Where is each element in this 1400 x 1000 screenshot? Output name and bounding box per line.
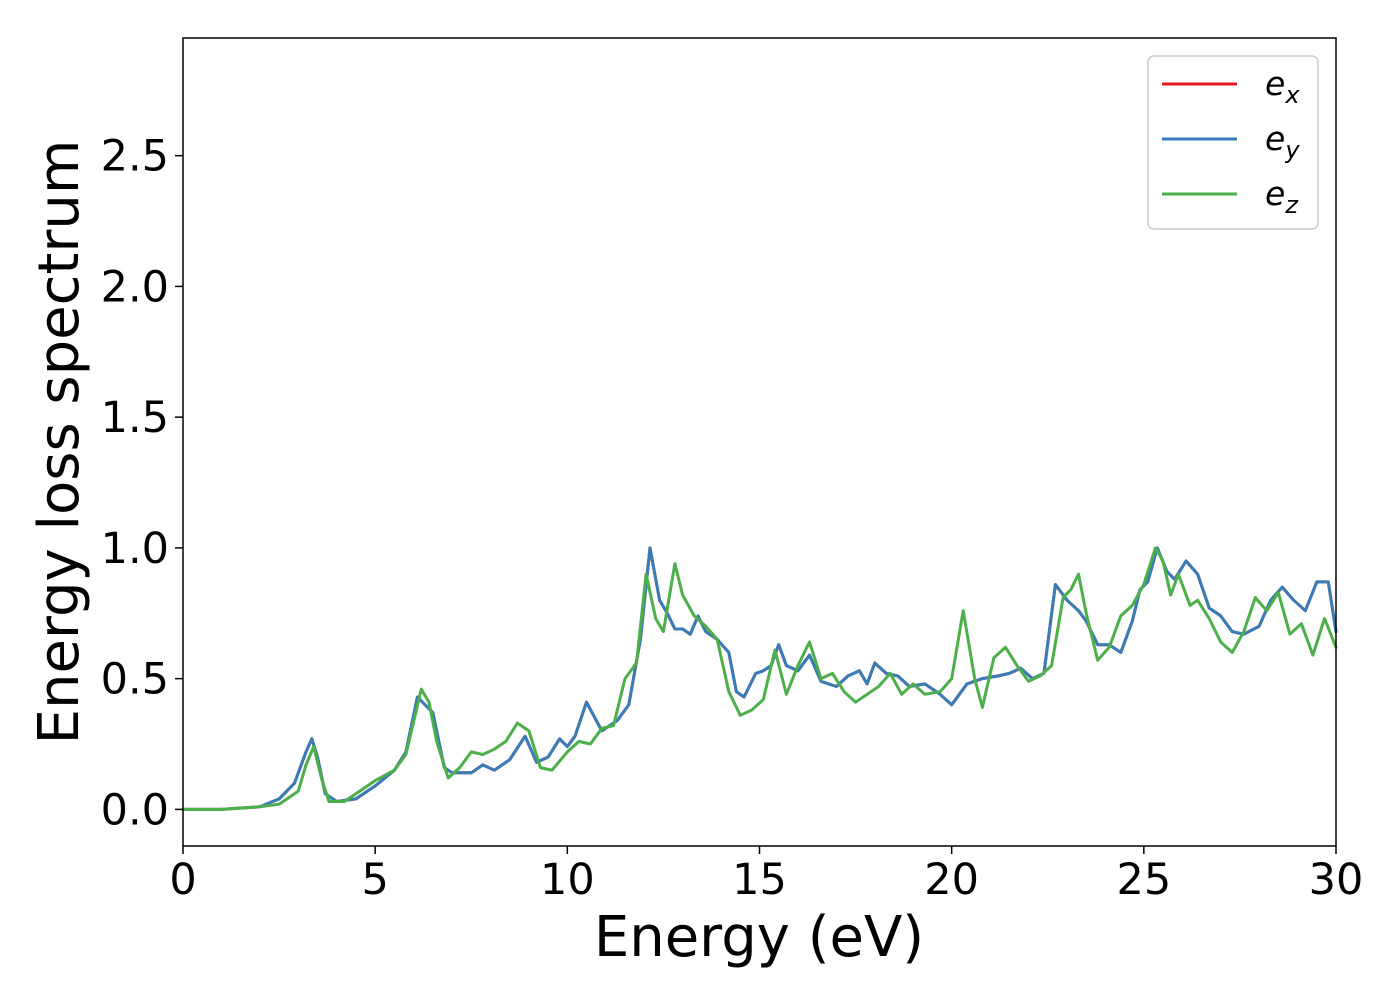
x-tick-label: 25: [1116, 855, 1171, 905]
legend-label-z: ez: [1265, 174, 1299, 219]
legend-box: [1147, 55, 1319, 230]
y-tick-label: 1.0: [101, 524, 169, 574]
y-tick-label: 1.5: [101, 393, 169, 443]
x-tick-label: 30: [1309, 855, 1364, 905]
y-tick-label: 2.5: [101, 132, 169, 182]
legend-label-x: ex: [1265, 64, 1300, 109]
x-tick-label: 20: [924, 855, 979, 905]
series-line-y: [181, 546, 1338, 811]
y-axis-title: Energy loss spectrum: [27, 140, 92, 745]
y-axis: 0.0 0.5 1.0 1.5 2.0 2.5: [101, 132, 183, 835]
x-axis-title: Energy (eV): [594, 905, 924, 970]
y-tick-label: 2.0: [101, 262, 169, 312]
x-tick-label: 15: [732, 855, 787, 905]
y-tick-label: 0.5: [101, 655, 169, 705]
x-tick-label: 10: [540, 855, 595, 905]
y-tick-label: 0.0: [101, 785, 169, 835]
legend-label-y: ey: [1265, 119, 1300, 164]
series-line-z: [181, 546, 1338, 811]
legend: ex ey ez: [1147, 55, 1319, 230]
x-tick-label: 5: [361, 855, 388, 905]
x-tick-label: 0: [169, 855, 196, 905]
x-axis: 0 5 10 15 20 25 30: [169, 846, 1363, 905]
series-layer: [181, 546, 1338, 811]
